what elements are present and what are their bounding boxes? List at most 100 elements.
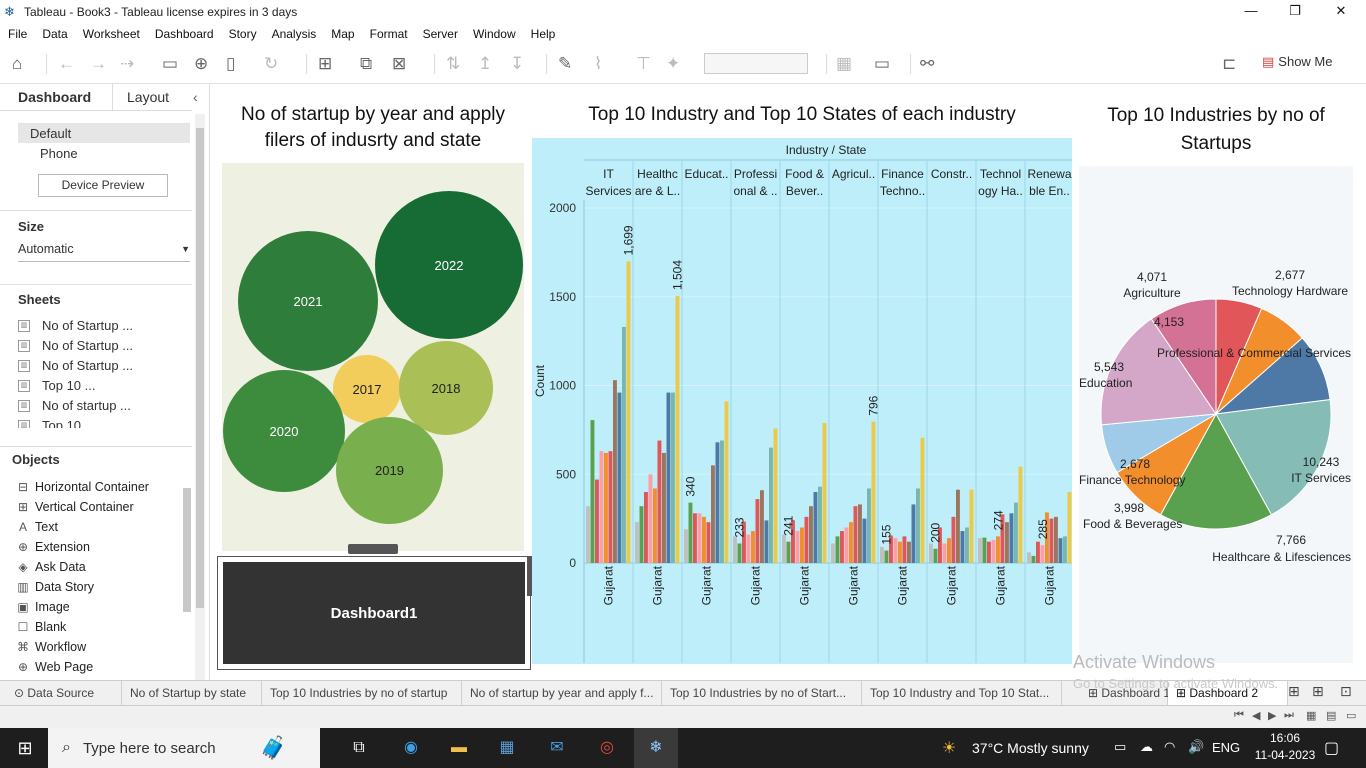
new-dashboard-tab-icon[interactable]: ⊞ <box>1312 683 1324 699</box>
bar[interactable] <box>586 506 590 563</box>
bar[interactable] <box>880 547 884 563</box>
close-button[interactable]: ✕ <box>1335 3 1347 18</box>
object-text[interactable]: A Text <box>16 520 58 534</box>
refresh-icon[interactable]: ↻ <box>264 54 279 73</box>
bar[interactable] <box>786 541 791 563</box>
bar[interactable] <box>907 541 911 563</box>
dashboard-object[interactable]: Dashboard1 <box>217 556 531 670</box>
bar[interactable] <box>960 531 965 563</box>
bar[interactable] <box>982 537 987 563</box>
network-icon[interactable]: ▭ <box>1114 739 1127 754</box>
bar[interactable] <box>920 437 925 563</box>
tabs-icon[interactable]: ▭ <box>1346 710 1357 722</box>
pie-slice[interactable] <box>1215 399 1332 516</box>
bar[interactable] <box>613 380 617 563</box>
bar[interactable] <box>987 541 991 563</box>
show-cards-icon[interactable]: ▦ <box>836 54 853 73</box>
replay-icon[interactable]: ⇢ <box>120 54 135 73</box>
object-workflow[interactable]: ⌘ Workflow <box>16 640 86 654</box>
bar[interactable] <box>947 538 951 563</box>
bar[interactable] <box>702 516 706 563</box>
bar[interactable] <box>666 392 671 563</box>
bar[interactable] <box>733 536 737 563</box>
bar[interactable] <box>871 421 876 563</box>
new-data-source-icon[interactable]: ⊕ <box>194 54 209 73</box>
bar[interactable] <box>916 488 920 563</box>
bar[interactable] <box>969 489 974 563</box>
bar[interactable] <box>911 504 916 563</box>
sidebar-scroll-thumb[interactable] <box>196 128 204 608</box>
bar[interactable] <box>898 541 902 563</box>
bar[interactable] <box>715 442 720 563</box>
cloud-icon[interactable]: ☁ <box>1140 739 1153 754</box>
new-story-tab-icon[interactable]: ⊡ <box>1340 683 1352 699</box>
task-view-icon[interactable]: ⧉ <box>353 739 365 756</box>
bubble-2019[interactable]: 2019 <box>336 417 443 524</box>
home-icon[interactable]: ⌂ <box>12 54 23 73</box>
menu-window[interactable]: Window <box>472 27 516 41</box>
menu-worksheet[interactable]: Worksheet <box>82 27 140 41</box>
menu-format[interactable]: Format <box>369 27 408 41</box>
bar[interactable] <box>1014 502 1018 563</box>
tab-layout[interactable]: Layout <box>112 84 192 110</box>
bar[interactable] <box>804 516 809 563</box>
bubble-2020[interactable]: 2020 <box>223 370 345 492</box>
language-indicator[interactable]: ENG <box>1212 740 1241 755</box>
bar[interactable] <box>849 522 853 563</box>
sheet-tab[interactable]: Top 10 Industry and Top 10 Stat... <box>862 681 1062 705</box>
clock-time[interactable]: 16:06 <box>1269 731 1301 745</box>
bar[interactable] <box>1067 492 1072 563</box>
bar[interactable] <box>853 506 858 563</box>
device-preview-button[interactable]: Device Preview <box>38 174 168 197</box>
pie-chart[interactable]: 4,071 Agriculture 2,677 Technology Hardware… <box>1079 166 1353 663</box>
sort-descending-icon[interactable]: ↧ <box>510 54 525 73</box>
bar[interactable] <box>590 420 595 563</box>
prev-tab-icon[interactable]: ◀ <box>1252 710 1261 722</box>
bar[interactable] <box>724 401 729 563</box>
bar[interactable] <box>858 504 862 563</box>
sheet-tab[interactable]: No of Startup by state <box>122 681 262 705</box>
menu-server[interactable]: Server <box>422 27 458 41</box>
object-ask-data[interactable]: ◈ Ask Data <box>16 560 85 574</box>
drag-handle[interactable] <box>348 544 398 554</box>
next-tab-icon[interactable]: ▶ <box>1268 710 1277 722</box>
bar[interactable] <box>604 452 608 563</box>
fit-select[interactable] <box>704 53 808 74</box>
bar[interactable] <box>1058 538 1063 563</box>
tab-dashboard[interactable]: Dashboard <box>18 89 92 105</box>
bubble-2018[interactable]: 2018 <box>399 341 493 435</box>
bar[interactable] <box>1009 513 1014 563</box>
new-worksheet-icon[interactable]: ⊞ <box>318 54 333 73</box>
last-tab-icon[interactable]: ⏭ <box>1284 709 1294 721</box>
bar[interactable] <box>782 534 786 563</box>
bar[interactable] <box>893 538 898 563</box>
bar[interactable] <box>1045 512 1049 563</box>
bar[interactable] <box>818 486 822 563</box>
bar[interactable] <box>688 502 693 563</box>
bar[interactable] <box>1054 516 1058 563</box>
duplicate-icon[interactable]: ⧉ <box>360 54 373 73</box>
weather-text[interactable]: 37°C Mostly sunny <box>972 740 1089 756</box>
presentation-icon[interactable]: ▭ <box>874 54 891 73</box>
sort-ascending-icon[interactable]: ↥ <box>478 54 493 73</box>
bar[interactable] <box>938 527 942 564</box>
bar[interactable] <box>697 513 702 563</box>
bar[interactable] <box>746 534 751 563</box>
taskbar-search[interactable]: ⌕ Type here to search 🧳 <box>48 728 320 768</box>
edge-icon[interactable]: ◉ <box>404 739 418 756</box>
device-phone[interactable]: Phone <box>40 146 78 161</box>
bar[interactable] <box>617 392 622 563</box>
bar[interactable] <box>956 489 960 563</box>
bubble-2021[interactable]: 2021 <box>238 231 378 371</box>
bar[interactable] <box>693 513 697 563</box>
sheet-item[interactable]: ▥ No of Startup ... <box>18 338 133 353</box>
group-icon[interactable]: ⌇ <box>594 54 603 73</box>
pie-slice[interactable] <box>1150 298 1217 416</box>
bar[interactable] <box>608 451 613 563</box>
object-web-page[interactable]: ⊕ Web Page <box>16 660 93 674</box>
file-explorer-icon[interactable]: ▬ <box>451 739 467 756</box>
object-horizontal-container[interactable]: ⊟ Horizontal Container <box>16 480 149 494</box>
sheet-tab[interactable]: ⊞ Dashboard 2 <box>1168 681 1288 705</box>
bar[interactable] <box>1036 541 1040 563</box>
save-icon[interactable]: ▭ <box>162 54 179 73</box>
